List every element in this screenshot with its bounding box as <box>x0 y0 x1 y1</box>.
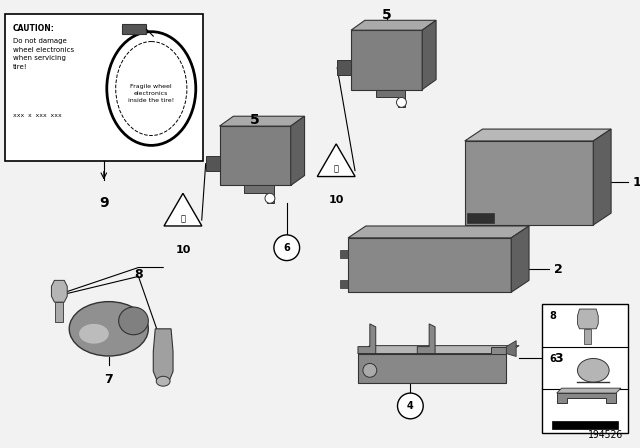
Polygon shape <box>467 213 495 223</box>
Polygon shape <box>417 324 435 353</box>
Polygon shape <box>465 141 593 225</box>
Circle shape <box>274 235 300 261</box>
Polygon shape <box>358 353 506 383</box>
Polygon shape <box>593 129 611 225</box>
Text: 10: 10 <box>328 195 344 205</box>
Text: Do not damage
wheel electronics
when servicing
tire!: Do not damage wheel electronics when ser… <box>13 38 74 69</box>
Polygon shape <box>348 226 529 238</box>
Text: 7: 7 <box>104 373 113 386</box>
Polygon shape <box>205 156 220 171</box>
Polygon shape <box>56 302 63 322</box>
Ellipse shape <box>69 302 148 356</box>
Polygon shape <box>358 324 376 353</box>
Polygon shape <box>557 388 621 393</box>
FancyBboxPatch shape <box>542 304 628 433</box>
Ellipse shape <box>577 358 609 382</box>
FancyBboxPatch shape <box>5 14 203 161</box>
Text: 8: 8 <box>550 311 557 321</box>
Ellipse shape <box>79 324 109 344</box>
Text: xxx x xxx xxx: xxx x xxx xxx <box>13 113 61 118</box>
Polygon shape <box>337 60 351 75</box>
Circle shape <box>397 97 406 108</box>
Text: 9: 9 <box>99 196 109 210</box>
Polygon shape <box>122 24 147 34</box>
Polygon shape <box>340 250 348 258</box>
Polygon shape <box>465 129 611 141</box>
Text: ⏻: ⏻ <box>180 214 186 223</box>
Polygon shape <box>351 30 422 90</box>
Polygon shape <box>552 421 618 429</box>
Polygon shape <box>506 340 516 357</box>
Polygon shape <box>422 20 436 90</box>
Ellipse shape <box>107 32 196 146</box>
Polygon shape <box>376 90 405 108</box>
Text: 1: 1 <box>633 176 640 189</box>
Text: CAUTION:: CAUTION: <box>13 24 55 33</box>
Ellipse shape <box>116 42 187 135</box>
Polygon shape <box>220 116 305 126</box>
Polygon shape <box>351 20 436 30</box>
Text: 2: 2 <box>554 263 563 276</box>
Polygon shape <box>358 345 519 353</box>
Circle shape <box>397 393 423 419</box>
Polygon shape <box>557 393 616 403</box>
Polygon shape <box>340 280 348 288</box>
Text: 5: 5 <box>250 113 260 127</box>
Polygon shape <box>164 194 202 226</box>
Polygon shape <box>291 116 305 185</box>
Text: 4: 4 <box>407 401 413 411</box>
Text: 10: 10 <box>175 245 191 255</box>
Polygon shape <box>584 329 591 344</box>
Polygon shape <box>348 238 511 292</box>
Text: 194526: 194526 <box>588 430 623 439</box>
Text: Fragile wheel
electronics
inside the tire!: Fragile wheel electronics inside the tir… <box>128 84 175 103</box>
Circle shape <box>265 194 275 203</box>
Circle shape <box>363 363 377 377</box>
Text: 3: 3 <box>554 352 563 365</box>
Polygon shape <box>317 144 355 177</box>
Text: 8: 8 <box>134 267 143 280</box>
Polygon shape <box>577 309 598 329</box>
Polygon shape <box>511 226 529 292</box>
Polygon shape <box>153 329 173 381</box>
Polygon shape <box>51 280 67 302</box>
Text: ⏻: ⏻ <box>333 164 339 173</box>
Text: 6: 6 <box>284 243 290 253</box>
Polygon shape <box>244 185 274 203</box>
Ellipse shape <box>118 307 148 335</box>
Text: 5: 5 <box>381 9 392 22</box>
Polygon shape <box>492 347 506 353</box>
Polygon shape <box>220 126 291 185</box>
Text: 6: 6 <box>550 353 557 363</box>
Ellipse shape <box>156 376 170 386</box>
